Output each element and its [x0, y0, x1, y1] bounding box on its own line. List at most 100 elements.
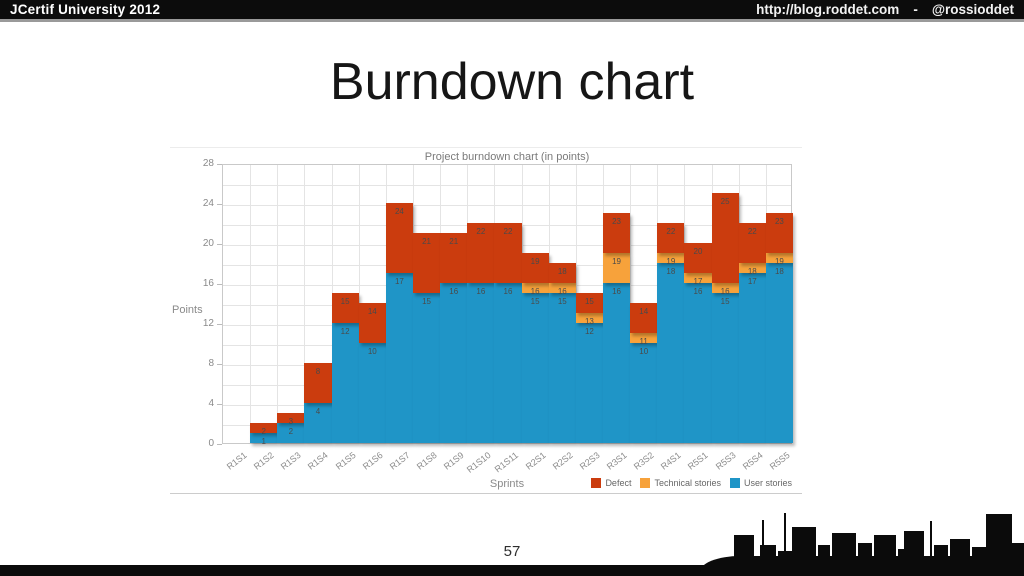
legend-swatch — [591, 478, 602, 488]
y-tick-label: 12 — [202, 318, 214, 329]
y-tick-mark — [217, 204, 222, 205]
building — [986, 514, 1012, 565]
x-tick-label: R1S9 — [441, 450, 466, 472]
bar-segment — [358, 343, 386, 443]
bar-segment — [711, 193, 739, 283]
bar-value-label: 15 — [422, 297, 432, 306]
burndown-chart: Project burndown chart (in points) Point… — [170, 147, 802, 494]
bar-value-label: 22 — [666, 227, 676, 236]
x-tick-label: R1S5 — [333, 450, 358, 472]
x-tick-label: R1S7 — [387, 450, 412, 472]
page-number: 57 — [503, 543, 521, 560]
bar-value-label: 16 — [720, 287, 730, 296]
twitter-handle: @rossioddet — [931, 2, 1014, 17]
bar-value-label: 17 — [693, 277, 703, 286]
bar-value-label: 16 — [449, 287, 459, 296]
footer-bar — [0, 565, 1024, 576]
bar-segment — [548, 293, 576, 443]
bar-value-label: 20 — [693, 247, 703, 256]
y-tick-mark — [217, 364, 222, 365]
x-tick-label: R5S4 — [740, 450, 765, 472]
x-tick-label: R1S1 — [224, 450, 249, 472]
x-tick-label: R2S1 — [523, 450, 548, 472]
bar-segment — [467, 223, 495, 283]
y-tick-mark — [217, 244, 222, 245]
bar-segment — [684, 283, 712, 443]
y-tick-mark — [217, 324, 222, 325]
bar-segment — [548, 263, 576, 283]
bar-value-label: 18 — [557, 267, 567, 276]
y-tick-label: 4 — [208, 398, 214, 409]
bar-segment — [521, 293, 549, 443]
bar-segment — [603, 253, 631, 283]
bar-segment — [413, 233, 441, 293]
chart-legend: Defect Technical stories User stories — [591, 478, 792, 488]
bar-segment — [521, 283, 549, 293]
bar-segment — [440, 233, 468, 283]
v-gridline — [250, 165, 252, 443]
bar-value-label: 11 — [639, 337, 648, 346]
legend-item: User stories — [729, 478, 792, 488]
building — [934, 545, 948, 565]
x-tick-label: R3S2 — [631, 450, 656, 472]
x-tick-label: R1S8 — [414, 450, 439, 472]
x-tick-label: R3S1 — [604, 450, 629, 472]
x-tick-label: R5S1 — [686, 450, 711, 472]
bar-value-label: 16 — [693, 287, 703, 296]
y-tick-mark — [217, 164, 222, 165]
bar-value-label: 24 — [394, 207, 404, 216]
y-tick-mark — [217, 284, 222, 285]
legend-item-label: Technical stories — [654, 478, 721, 488]
bar-segment — [250, 423, 278, 433]
bar-segment — [684, 243, 712, 273]
bar-segment — [738, 263, 766, 273]
bar-value-label: 14 — [367, 307, 377, 316]
y-axis-title: Points — [172, 304, 203, 316]
x-tick-label: R4S1 — [659, 450, 684, 472]
legend-swatch — [729, 478, 740, 488]
conference-title: JCertif University 2012 — [10, 2, 161, 17]
building — [858, 543, 872, 565]
bar-value-label: 12 — [340, 327, 350, 336]
bar-value-label: 15 — [530, 297, 540, 306]
bar-segment — [765, 253, 793, 263]
building — [792, 527, 816, 565]
bar-segment — [277, 423, 305, 443]
bar-segment — [331, 293, 359, 323]
building — [832, 533, 856, 565]
bar-value-label: 16 — [557, 287, 567, 296]
x-tick-label: R1S6 — [360, 450, 385, 472]
bar-value-label: 15 — [340, 297, 350, 306]
blog-url: http://blog.roddet.com — [756, 2, 900, 17]
y-tick-label: 20 — [202, 238, 214, 249]
bar-segment — [738, 273, 766, 443]
legend-swatch — [640, 478, 651, 488]
bar-segment — [630, 303, 658, 333]
v-gridline — [277, 165, 279, 443]
bar-segment — [440, 283, 468, 443]
bar-value-label: 1 — [261, 437, 266, 446]
building — [904, 531, 924, 565]
bar-segment — [711, 283, 739, 293]
bar-value-label: 2 — [261, 427, 266, 436]
building — [874, 535, 896, 565]
y-tick-label: 0 — [208, 438, 214, 449]
building — [762, 520, 764, 565]
bar-value-label: 12 — [584, 327, 594, 336]
y-tick-label: 8 — [208, 358, 214, 369]
bar-value-label: 21 — [449, 237, 459, 246]
bar-value-label: 16 — [612, 287, 622, 296]
legend-item: Defect — [591, 478, 631, 488]
y-tick-label: 24 — [202, 198, 214, 209]
bar-value-label: 18 — [747, 267, 757, 276]
bar-value-label: 10 — [639, 347, 649, 356]
bar-segment — [277, 413, 305, 423]
bar-value-label: 17 — [394, 277, 404, 286]
x-tick-label: R2S3 — [577, 450, 602, 472]
bar-value-label: 3 — [288, 417, 294, 426]
bar-value-label: 15 — [584, 297, 594, 306]
x-tick-label: R1S4 — [306, 450, 331, 472]
x-tick-label: R1S10 — [465, 450, 494, 475]
x-tick-label: R1S11 — [492, 450, 521, 475]
bar-segment — [521, 253, 549, 283]
